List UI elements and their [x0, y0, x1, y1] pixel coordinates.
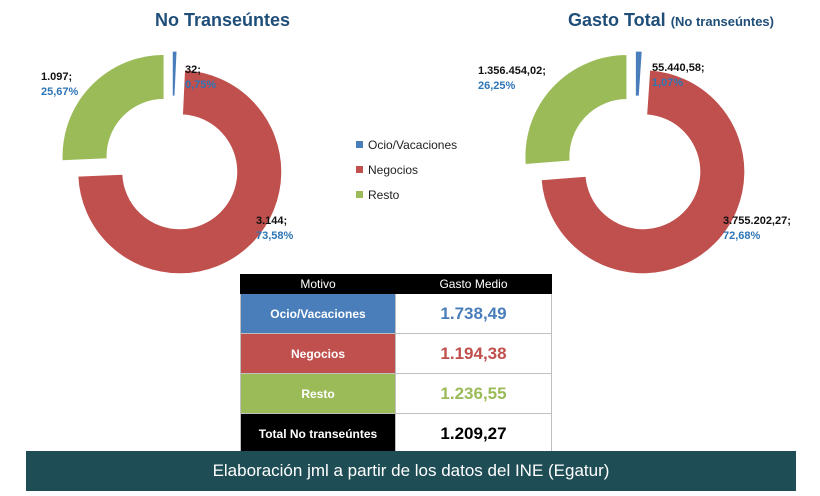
chart-title-gasto-total: Gasto Total (No transeúntes) — [568, 10, 774, 30]
cell-motivo-ocio: Ocio/Vacaciones — [240, 293, 396, 334]
label-resto-left: 1.097; 25,67% — [41, 71, 79, 98]
donut-chart-no-transeuntes — [61, 50, 283, 275]
legend-item-ocio: Ocio/Vacaciones — [356, 132, 457, 157]
column-header-gasto-medio: Gasto Medio — [395, 274, 552, 294]
legend-item-resto: Resto — [356, 182, 457, 207]
label-ocio-right: 55.440,58; 1,07% — [652, 62, 705, 89]
label-resto-right: 1.356.454,02; 26,25% — [478, 65, 546, 92]
donut-slice-negocios-right — [540, 69, 746, 275]
table-row: Total No transeúntes 1.209,27 — [240, 413, 552, 454]
chart-title-no-transeuntes: No Transeúntes — [155, 10, 291, 30]
cell-gasto-ocio: 1.738,49 — [395, 293, 552, 334]
column-header-motivo: Motivo — [240, 274, 396, 294]
cell-gasto-resto: 1.236,55 — [395, 373, 552, 414]
cell-gasto-total: 1.209,27 — [395, 413, 552, 454]
donut-slice-resto-left — [61, 53, 165, 162]
cell-motivo-total: Total No transeúntes — [240, 413, 396, 454]
donut-chart-gasto-total — [524, 50, 746, 275]
legend-swatch-negocios — [356, 166, 363, 173]
label-negocios-left: 3.144; 73,58% — [256, 215, 294, 242]
gasto-medio-table: Motivo Gasto Medio Ocio/Vacaciones 1.738… — [240, 274, 552, 454]
label-ocio-left: 32; 0,75% — [185, 64, 217, 91]
legend-item-negocios: Negocios — [356, 157, 457, 182]
table-header-row: Motivo Gasto Medio — [240, 274, 552, 294]
table-row: Negocios 1.194,38 — [240, 333, 552, 374]
cell-gasto-negocios: 1.194,38 — [395, 333, 552, 374]
legend-swatch-ocio — [356, 141, 363, 148]
donut-slice-ocio-right — [634, 50, 643, 97]
chart-subtitle: (No transeúntes) — [670, 14, 774, 29]
chart-legend: Ocio/Vacaciones Negocios Resto — [356, 132, 457, 207]
donut-slice-ocio-left — [171, 50, 178, 97]
table-row: Resto 1.236,55 — [240, 373, 552, 414]
table-row: Ocio/Vacaciones 1.738,49 — [240, 293, 552, 334]
legend-swatch-resto — [356, 191, 363, 198]
source-footer: Elaboración jml a partir de los datos de… — [26, 451, 796, 491]
cell-motivo-resto: Resto — [240, 373, 396, 414]
cell-motivo-negocios: Negocios — [240, 333, 396, 374]
donut-slice-negocios-left — [77, 69, 283, 275]
label-negocios-right: 3.755.202,27; 72,68% — [723, 215, 791, 242]
donut-slice-resto-right — [524, 54, 628, 166]
